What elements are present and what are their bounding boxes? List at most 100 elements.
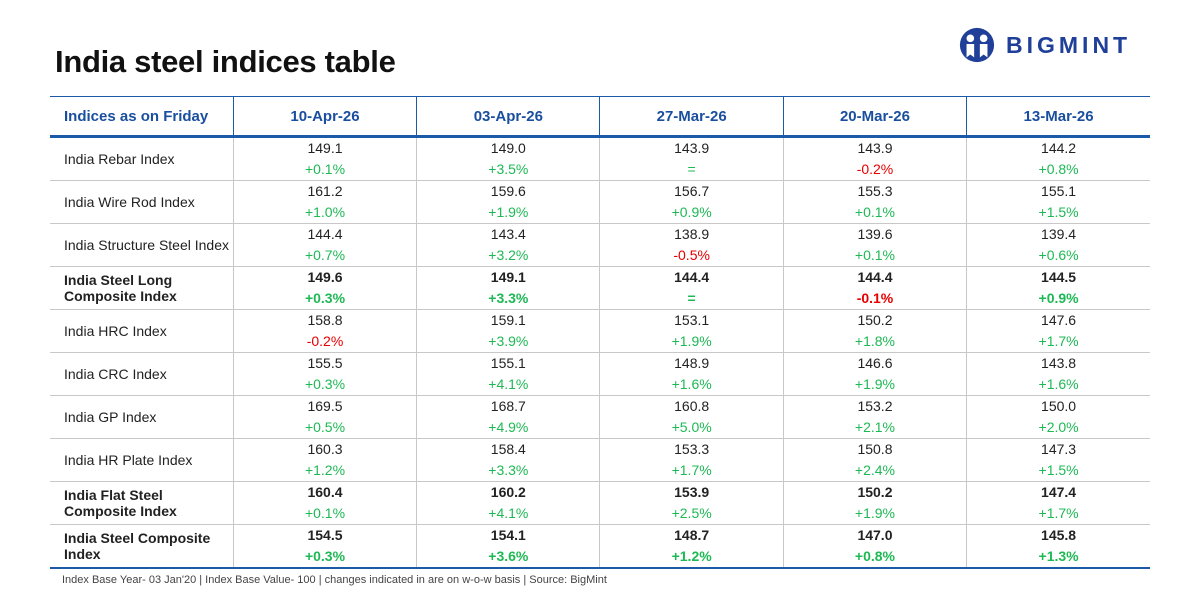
table-row: India Flat Steel Composite Index 160.4 +0.… [50,481,1150,525]
index-value: 146.6 [857,355,893,371]
index-value: 143.9 [857,140,893,156]
index-value: 160.4 [307,484,343,500]
index-value: 147.6 [1041,312,1077,328]
index-cell: 149.1 +3.3% [416,266,600,310]
wow-change: +3.5% [488,161,529,177]
index-cell: 153.1 +1.9% [599,309,784,353]
bigmint-logo: BIGMINT [958,26,1131,64]
table-header-row: Indices as on Friday 10-Apr-26 03-Apr-26… [50,96,1150,138]
wow-change: +3.3% [488,290,529,306]
wow-change: +3.6% [488,548,529,564]
header-indices: Indices as on Friday [50,96,234,138]
index-name: India GP Index [50,395,234,439]
index-cell: 149.1 +0.1% [232,136,417,181]
index-value: 144.4 [857,269,893,285]
index-value: 159.6 [490,183,526,199]
index-value: 149.6 [307,269,343,285]
table-row: India GP Index 169.5 +0.5% 168.7 +4.9% 160.8 +… [50,395,1150,439]
wow-change: +0.1% [854,204,896,220]
index-cell: 144.5 +0.9% [966,266,1150,310]
wow-change: +0.1% [304,505,346,521]
wow-change: -0.2% [856,161,894,177]
wow-change: +1.7% [1038,505,1079,521]
index-value: 144.4 [307,226,343,242]
wow-change: +1.7% [1038,333,1079,349]
index-value: 155.1 [490,355,526,371]
wow-change: -0.1% [856,290,894,306]
footer-note: Index Base Year- 03 Jan'20 | Index Base … [62,574,607,586]
index-name: India Wire Rod Index [50,180,234,224]
index-value: 139.4 [1041,226,1077,242]
wow-change: +1.3% [1038,548,1079,564]
index-value: 158.4 [490,441,526,457]
index-cell: 149.0 +3.5% [416,136,600,181]
index-cell: 155.1 +1.5% [966,180,1150,224]
wow-change: +4.1% [488,376,529,392]
wow-change: -0.2% [306,333,344,349]
index-value: 150.8 [857,441,893,457]
header-date: 03-Apr-26 [416,96,600,138]
index-name: India Structure Steel Index [50,223,234,267]
wow-change: +1.2% [304,462,346,478]
header-date: 10-Apr-26 [232,96,417,138]
index-value: 154.5 [307,527,343,543]
index-value: 155.1 [1041,183,1077,199]
wow-change: +3.9% [488,333,529,349]
wow-change: +0.6% [1038,247,1079,263]
index-value: 144.2 [1041,140,1077,156]
index-value: 156.7 [674,183,710,199]
index-value: 150.2 [857,312,893,328]
index-cell: 159.1 +3.9% [416,309,600,353]
index-cell: 143.4 +3.2% [416,223,600,267]
index-cell: 155.3 +0.1% [782,180,967,224]
wow-change: +1.6% [1038,376,1079,392]
index-cell: 144.4 +0.7% [232,223,417,267]
index-cell: 158.4 +3.3% [416,438,600,482]
index-cell: 143.9 -0.2% [782,136,967,181]
wow-change: +4.9% [488,419,529,435]
wow-change: +1.0% [304,204,346,220]
index-cell: 153.2 +2.1% [782,395,967,439]
wow-change: +0.3% [304,376,346,392]
wow-change: +1.9% [488,204,529,220]
wow-change: +1.8% [854,333,896,349]
index-cell: 147.4 +1.7% [966,481,1150,525]
wow-change: +1.9% [854,376,896,392]
index-value: 143.4 [490,226,526,242]
wow-change: +2.4% [854,462,896,478]
table-row: India HR Plate Index 160.3 +1.2% 158.4 +3.3%… [50,438,1150,482]
index-value: 153.9 [674,484,710,500]
index-cell: 150.2 +1.8% [782,309,967,353]
index-cell: 144.2 +0.8% [966,136,1150,181]
index-value: 153.3 [674,441,710,457]
index-cell: 156.7 +0.9% [599,180,784,224]
index-cell: 143.9 = [599,136,784,181]
index-cell: 139.6 +0.1% [782,223,967,267]
index-cell: 160.4 +0.1% [232,481,417,525]
index-cell: 150.2 +1.9% [782,481,967,525]
table-row: India Wire Rod Index 161.2 +1.0% 159.6 +1.9%… [50,180,1150,224]
wow-change: +0.1% [854,247,896,263]
index-value: 138.9 [674,226,710,242]
table-row: India Steel Composite Index 154.5 +0.3% 154… [50,524,1150,569]
wow-change: +1.6% [671,376,712,392]
index-value: 149.1 [490,269,526,285]
index-cell: 145.8 +1.3% [966,524,1150,569]
index-value: 155.5 [307,355,343,371]
index-cell: 146.6 +1.9% [782,352,967,396]
wow-change: +1.7% [671,462,712,478]
wow-change: +2.5% [671,505,712,521]
index-cell: 153.9 +2.5% [599,481,784,525]
index-cell: 154.5 +0.3% [232,524,417,569]
index-cell: 144.4 = [599,266,784,310]
index-value: 143.8 [1041,355,1077,371]
index-name: India Flat Steel Composite Index [50,481,234,525]
index-name: India CRC Index [50,352,234,396]
index-value: 149.1 [307,140,343,156]
index-cell: 153.3 +1.7% [599,438,784,482]
wow-change: +5.0% [671,419,712,435]
wow-change: +3.2% [488,247,529,263]
wow-change: +2.1% [854,419,896,435]
index-value: 153.2 [857,398,893,414]
